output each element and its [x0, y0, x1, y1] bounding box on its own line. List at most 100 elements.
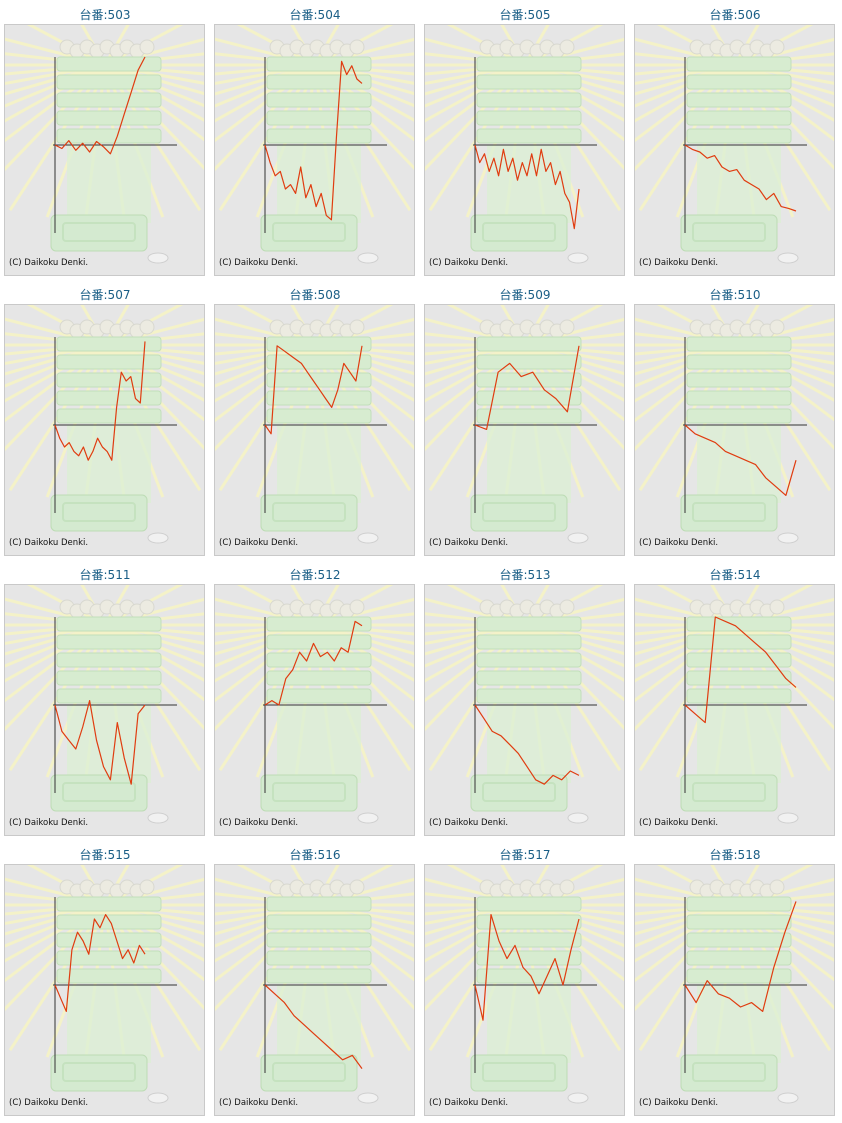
- line-chart: [425, 305, 624, 544]
- series-line: [54, 699, 146, 785]
- series-line: [264, 620, 363, 706]
- chart-panel: (C) Daikoku Denki.: [214, 304, 415, 556]
- chart-panel: (C) Daikoku Denki.: [634, 864, 835, 1116]
- chart-panel: (C) Daikoku Denki.: [634, 584, 835, 836]
- chart-title: 台番:504: [289, 8, 341, 22]
- chart-title: 台番:513: [499, 568, 551, 582]
- background-art: [5, 865, 204, 1104]
- chart-cell: 台番:517 (C) Daikoku Denki.: [420, 842, 630, 1122]
- copyright-text: (C) Daikoku Denki.: [219, 818, 299, 828]
- series-line: [264, 60, 363, 221]
- line-chart: [5, 25, 204, 264]
- chart-cell: 台番:511 (C) Daikoku Denki.: [0, 562, 210, 842]
- copyright-text: (C) Daikoku Denki.: [639, 538, 719, 548]
- chart-panel: (C) Daikoku Denki.: [214, 864, 415, 1116]
- chart-cell: 台番:518 (C) Daikoku Denki.: [630, 842, 840, 1122]
- copyright-text: (C) Daikoku Denki.: [429, 1098, 509, 1108]
- series-line: [474, 913, 580, 1021]
- series-line: [684, 424, 797, 496]
- chart-cell: 台番:514 (C) Daikoku Denki.: [630, 562, 840, 842]
- copyright-text: (C) Daikoku Denki.: [639, 1098, 719, 1108]
- chart-title: 台番:510: [709, 288, 761, 302]
- background-art: [635, 585, 834, 824]
- chart-title: 台番:505: [499, 8, 551, 22]
- line-chart: [635, 25, 834, 264]
- line-chart: [5, 305, 204, 544]
- chart-cell: 台番:507 (C) Daikoku Denki.: [0, 282, 210, 562]
- chart-panel: (C) Daikoku Denki.: [424, 864, 625, 1116]
- chart-cell: 台番:504 (C) Daikoku Denki.: [210, 2, 420, 282]
- chart-cell: 台番:512 (C) Daikoku Denki.: [210, 562, 420, 842]
- chart-panel: (C) Daikoku Denki.: [424, 24, 625, 276]
- series-line: [264, 984, 363, 1069]
- series-line: [54, 341, 146, 461]
- chart-panel: (C) Daikoku Denki.: [634, 24, 835, 276]
- background-art: [425, 585, 624, 824]
- chart-cell: 台番:515 (C) Daikoku Denki.: [0, 842, 210, 1122]
- copyright-text: (C) Daikoku Denki.: [9, 258, 89, 268]
- chart-title: 台番:512: [289, 568, 341, 582]
- copyright-text: (C) Daikoku Denki.: [429, 538, 509, 548]
- line-chart: [635, 305, 834, 544]
- chart-cell: 台番:508 (C) Daikoku Denki.: [210, 282, 420, 562]
- chart-panel: (C) Daikoku Denki.: [4, 864, 205, 1116]
- chart-title: 台番:516: [289, 848, 341, 862]
- series-line: [54, 913, 146, 1012]
- background-art: [5, 305, 204, 544]
- chart-title: 台番:507: [79, 288, 131, 302]
- line-chart: [5, 585, 204, 824]
- series-line: [54, 56, 146, 155]
- series-line: [474, 704, 580, 785]
- copyright-text: (C) Daikoku Denki.: [639, 258, 719, 268]
- copyright-text: (C) Daikoku Denki.: [219, 258, 299, 268]
- line-chart: [215, 25, 414, 264]
- background-art: [215, 865, 414, 1104]
- line-chart: [215, 585, 414, 824]
- chart-title: 台番:509: [499, 288, 551, 302]
- chart-title: 台番:515: [79, 848, 131, 862]
- series-line: [474, 144, 580, 230]
- line-chart: [425, 865, 624, 1104]
- copyright-text: (C) Daikoku Denki.: [219, 1098, 299, 1108]
- background-art: [635, 25, 834, 264]
- chart-panel: (C) Daikoku Denki.: [4, 584, 205, 836]
- background-art: [425, 865, 624, 1104]
- copyright-text: (C) Daikoku Denki.: [9, 538, 89, 548]
- background-art: [215, 305, 414, 544]
- chart-title: 台番:503: [79, 8, 131, 22]
- chart-cell: 台番:505 (C) Daikoku Denki.: [420, 2, 630, 282]
- copyright-text: (C) Daikoku Denki.: [9, 818, 89, 828]
- line-chart: [635, 585, 834, 824]
- chart-panel: (C) Daikoku Denki.: [214, 584, 415, 836]
- chart-panel: (C) Daikoku Denki.: [424, 304, 625, 556]
- chart-panel: (C) Daikoku Denki.: [4, 24, 205, 276]
- chart-cell: 台番:506 (C) Daikoku Denki.: [630, 2, 840, 282]
- chart-title: 台番:508: [289, 288, 341, 302]
- background-art: [425, 305, 624, 544]
- copyright-text: (C) Daikoku Denki.: [219, 538, 299, 548]
- series-line: [684, 901, 797, 1012]
- chart-title: 台番:518: [709, 848, 761, 862]
- chart-panel: (C) Daikoku Denki.: [214, 24, 415, 276]
- series-line: [474, 345, 580, 431]
- line-chart: [635, 865, 834, 1104]
- series-line: [684, 144, 797, 212]
- line-chart: [215, 305, 414, 544]
- chart-cell: 台番:513 (C) Daikoku Denki.: [420, 562, 630, 842]
- series-line: [264, 345, 363, 435]
- chart-panel: (C) Daikoku Denki.: [634, 304, 835, 556]
- copyright-text: (C) Daikoku Denki.: [429, 818, 509, 828]
- chart-cell: 台番:510 (C) Daikoku Denki.: [630, 282, 840, 562]
- line-chart: [425, 585, 624, 824]
- background-art: [215, 25, 414, 264]
- background-art: [635, 305, 834, 544]
- chart-panel: (C) Daikoku Denki.: [4, 304, 205, 556]
- chart-cell: 台番:509 (C) Daikoku Denki.: [420, 282, 630, 562]
- background-art: [5, 585, 204, 824]
- copyright-text: (C) Daikoku Denki.: [9, 1098, 89, 1108]
- chart-panel: (C) Daikoku Denki.: [424, 584, 625, 836]
- chart-title: 台番:511: [79, 568, 131, 582]
- chart-cell: 台番:503 (C) Daikoku Denki.: [0, 2, 210, 282]
- series-line: [684, 616, 797, 724]
